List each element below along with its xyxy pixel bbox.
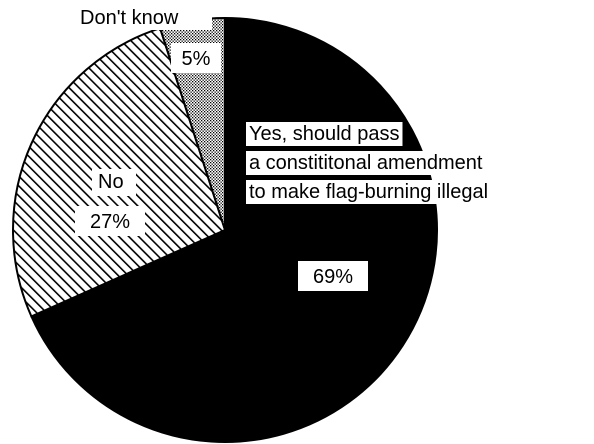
slice-yes-label: a constititonal amendment (249, 152, 483, 174)
slice-yes-value-label: 69% (313, 266, 353, 288)
slice-no-label: No (98, 171, 124, 193)
slice-yes-label: Yes, should pass (249, 123, 399, 145)
slice-dont-know-label: Don't know (80, 7, 179, 29)
slice-dont-know-value-label: 5% (182, 48, 211, 70)
slice-yes-label: to make flag-burning illegal (249, 181, 488, 203)
slice-no-value-label: 27% (90, 211, 130, 233)
